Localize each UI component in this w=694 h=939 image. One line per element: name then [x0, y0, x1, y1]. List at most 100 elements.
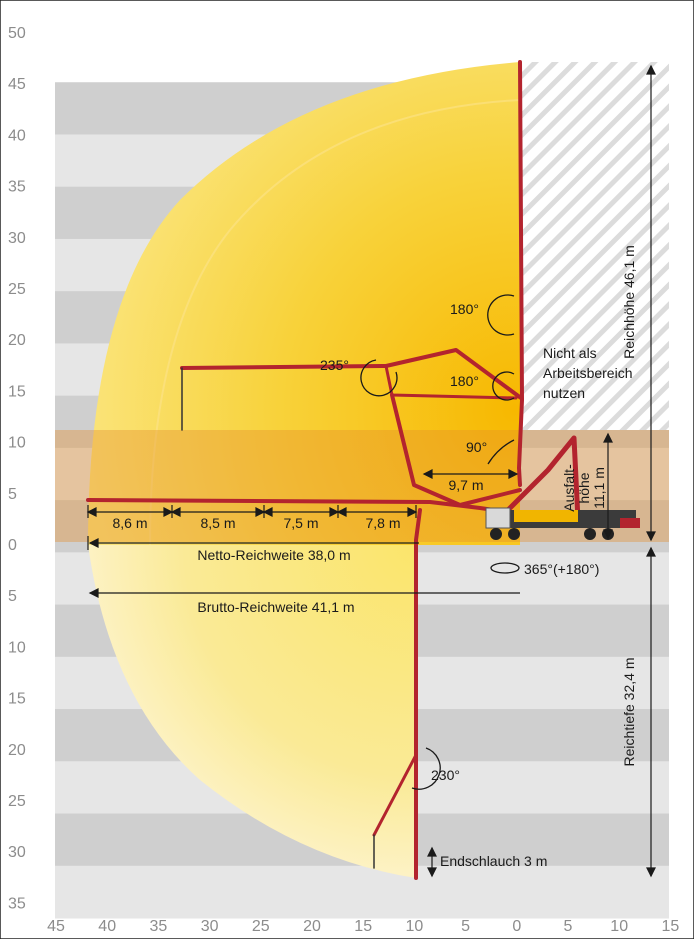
- x-tick-label: 5: [564, 918, 573, 935]
- x-tick-label: 15: [662, 918, 680, 935]
- no-work-label-3: nutzen: [543, 385, 585, 401]
- y-tick-label: 10: [8, 639, 26, 656]
- arc-230: [411, 747, 441, 790]
- truck-boom: [505, 435, 581, 523]
- arc-235: [360, 359, 398, 397]
- y-tick-label: 45: [8, 76, 26, 93]
- boom-upper-arm: [180, 348, 523, 400]
- brutto-reach-label: Brutto-Reichweite 41,1 m: [197, 599, 354, 615]
- arc-180-mid: [492, 371, 515, 401]
- arrow-head: [646, 531, 656, 542]
- y-tick-label: 35: [8, 179, 26, 196]
- truck-hopper: [620, 518, 640, 528]
- arrow-head: [646, 64, 656, 75]
- dim-9-7-label: 9,7 m: [448, 477, 483, 493]
- reach-area-upper: [88, 62, 520, 545]
- y-tick-label: 0: [8, 537, 17, 554]
- x-axis: 45 40 35 30 25 20 15 10 5 0 5 10 15: [47, 918, 679, 935]
- segment-label-4: 7,8 m: [365, 515, 400, 531]
- x-tick-label: 35: [150, 918, 168, 935]
- segment-label-1: 8,6 m: [112, 515, 147, 531]
- reach-depth-label: Reichtiefe 32,4 m: [621, 658, 637, 767]
- angle-180-top-label: 180°: [450, 301, 479, 317]
- truck-cab: [485, 507, 511, 529]
- boom-middle-arm: [390, 393, 522, 507]
- rotation-label: 365°(+180°): [524, 561, 599, 577]
- x-tick-label: 10: [610, 918, 628, 935]
- arc-180-top: [487, 294, 515, 336]
- arrow-head: [508, 469, 519, 479]
- segment-label-3: 7,5 m: [283, 515, 318, 531]
- arrow-head: [262, 507, 273, 517]
- arrow-head: [603, 529, 613, 540]
- arrow-head: [407, 507, 418, 517]
- x-tick-label: 30: [201, 918, 219, 935]
- arc-90: [487, 439, 515, 465]
- y-tick-label: 20: [8, 332, 26, 349]
- x-tick-label: 10: [406, 918, 424, 935]
- x-tick-label: 45: [47, 918, 65, 935]
- arrow-head: [427, 846, 437, 857]
- y-tick-label: 25: [8, 793, 26, 810]
- truck: [485, 507, 640, 540]
- outrigger-label-2: höhe: [576, 472, 592, 503]
- end-hose-label: Endschlauch 3 m: [440, 853, 547, 869]
- arrow-head: [88, 588, 99, 598]
- angle-230-label: 230°: [431, 767, 460, 783]
- reach-height-label: Reichhöhe 46,1 m: [621, 245, 637, 359]
- truck-wheel: [584, 528, 596, 540]
- rotation-arc: [490, 562, 520, 574]
- arrow-head: [170, 507, 181, 517]
- angle-arcs: [360, 294, 520, 790]
- labels: 8,6 m 8,5 m 7,5 m 7,8 m 9,7 m Netto-Reic…: [112, 245, 637, 869]
- arrow-head: [88, 538, 99, 548]
- truck-wheel: [490, 528, 502, 540]
- arrow-head: [427, 867, 437, 878]
- y-tick-label: 5: [8, 486, 17, 503]
- x-tick-label: 5: [461, 918, 470, 935]
- y-tick-label: 25: [8, 281, 26, 298]
- no-work-label-1: Nicht als: [543, 345, 597, 361]
- y-tick-label: 10: [8, 435, 26, 452]
- outrigger-label-3: 11,1 m: [591, 467, 607, 509]
- reach-inner-contour: [149, 99, 521, 546]
- reach-area-lower: [88, 545, 416, 878]
- boom-vertical-up: [517, 60, 524, 487]
- truck-wheel: [508, 528, 520, 540]
- no-work-zone: [520, 62, 669, 430]
- arrow-head: [163, 507, 174, 517]
- y-tick-label: 15: [8, 383, 26, 400]
- dimensions: [86, 64, 656, 878]
- arrow-head: [603, 432, 613, 443]
- y-tick-label: 5: [8, 588, 17, 605]
- y-tick-label: 30: [8, 844, 26, 861]
- y-tick-label: 20: [8, 742, 26, 759]
- arrow-head: [646, 867, 656, 878]
- boom-vertical-down: [414, 508, 422, 880]
- x-tick-label: 25: [252, 918, 270, 935]
- arrow-head: [336, 507, 347, 517]
- y-tick-label: 15: [8, 691, 26, 708]
- segment-label-2: 8,5 m: [200, 515, 235, 531]
- arrow-head: [255, 507, 266, 517]
- arrow-head: [86, 507, 97, 517]
- boom: [86, 60, 581, 880]
- y-tick-label: 35: [8, 895, 26, 912]
- x-tick-label: 15: [354, 918, 372, 935]
- arrow-head: [422, 469, 433, 479]
- y-tick-label: 30: [8, 230, 26, 247]
- y-tick-label: 50: [8, 25, 26, 42]
- angle-90-label: 90°: [466, 439, 487, 455]
- boom-lower-tip: [372, 753, 418, 837]
- grid-stripe: [55, 865, 669, 919]
- outrigger-label-1: Ausfalt-: [561, 464, 577, 512]
- angle-180-mid-label: 180°: [450, 373, 479, 389]
- x-tick-label: 40: [98, 918, 116, 935]
- truck-body: [514, 510, 578, 522]
- angle-235-label: 235°: [320, 357, 349, 373]
- y-tick-label: 40: [8, 127, 26, 144]
- arrow-head: [646, 546, 656, 557]
- netto-reach-label: Netto-Reichweite 38,0 m: [197, 547, 350, 563]
